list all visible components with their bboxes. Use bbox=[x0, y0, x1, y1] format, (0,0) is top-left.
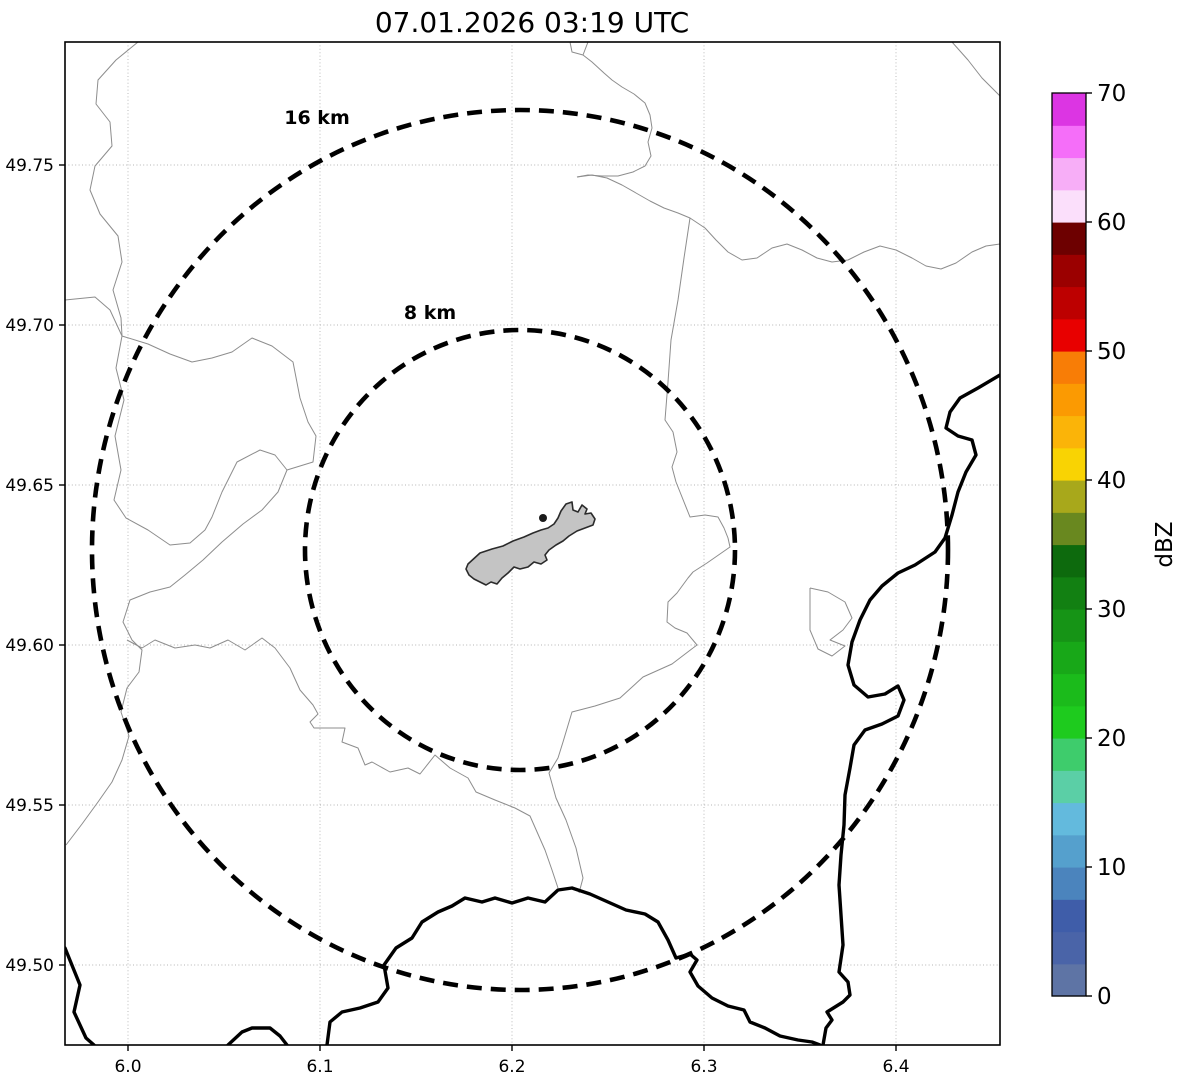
colorbar-segment-35-37.5 bbox=[1052, 512, 1086, 546]
colorbar-segment-47.5-50 bbox=[1052, 351, 1086, 384]
urban-area-polygon bbox=[465, 501, 596, 586]
admin-boundary-line bbox=[113, 335, 288, 546]
range-rings-layer bbox=[89, 107, 951, 993]
colorbar-tick-label-40: 40 bbox=[1097, 468, 1126, 494]
y-tick-label-49.60: 49.60 bbox=[5, 636, 54, 656]
range-ring-label-8km: 8 km bbox=[404, 302, 456, 324]
colorbar: 0 10 20 30 40 50 60 70 dBZ bbox=[1051, 81, 1178, 1010]
colorbar-segment-25-27.5 bbox=[1052, 641, 1086, 675]
admin-boundary-line bbox=[126, 637, 559, 889]
colorbar-segment-50-52.5 bbox=[1052, 318, 1086, 352]
colorbar-segment-65-67.5 bbox=[1052, 125, 1086, 159]
colorbar-segment-42.5-45 bbox=[1052, 415, 1086, 449]
colorbar-segment-57.5-60 bbox=[1052, 222, 1086, 255]
colorbar-segment-60-62.5 bbox=[1052, 189, 1086, 223]
admin-boundary-line bbox=[576, 42, 653, 178]
range-ring-8km bbox=[302, 327, 738, 773]
range-ring-label-16km: 16 km bbox=[284, 107, 350, 129]
colorbar-tick-label-60: 60 bbox=[1097, 210, 1126, 236]
y-tick-label-49.50: 49.50 bbox=[5, 956, 54, 976]
y-tick-label-49.75: 49.75 bbox=[5, 156, 54, 176]
colorbar-tick-label-20: 20 bbox=[1097, 726, 1126, 752]
country-border-line bbox=[226, 1026, 289, 1045]
y-tick-label-49.55: 49.55 bbox=[5, 796, 54, 816]
colorbar-segment-15-17.5 bbox=[1052, 770, 1086, 804]
colorbar-segment-2.5-5 bbox=[1052, 931, 1086, 965]
colorbar-segment-37.5-40 bbox=[1052, 480, 1086, 513]
colorbar-axis-label: dBZ bbox=[1152, 521, 1178, 567]
admin-boundary-line bbox=[664, 217, 731, 649]
x-tick-label-6.4: 6.4 bbox=[882, 1057, 909, 1077]
colorbar-segment-20-22.5 bbox=[1052, 705, 1086, 739]
colorbar-tick-label-50: 50 bbox=[1097, 339, 1126, 365]
colorbar-segment-12.5-15 bbox=[1052, 802, 1086, 836]
range-ring-16km bbox=[89, 107, 951, 993]
colorbar-segment-52.5-55 bbox=[1052, 286, 1086, 320]
country-border-line bbox=[325, 886, 822, 1045]
x-tick-label-6.1: 6.1 bbox=[306, 1057, 333, 1077]
radar-site-marker bbox=[539, 514, 547, 522]
colorbar-segment-55-57.5 bbox=[1052, 254, 1086, 288]
colorbar-segment-40-42.5 bbox=[1052, 447, 1086, 481]
axes-layer: 6.0 6.1 6.2 6.3 6.4 49.75 49.70 49.65 49.60 49.55… bbox=[5, 41, 1001, 1077]
plot-border bbox=[64, 41, 1001, 1046]
colorbar-segment-67.5-70 bbox=[1052, 93, 1086, 126]
x-tick-label-6.2: 6.2 bbox=[498, 1057, 525, 1077]
colorbar-segment-27.5-30 bbox=[1052, 609, 1086, 642]
colorbar-outline bbox=[1051, 92, 1087, 997]
colorbar-tick-label-0: 0 bbox=[1097, 984, 1112, 1010]
y-tick-label-49.65: 49.65 bbox=[5, 476, 54, 496]
x-tick-label-6.0: 6.0 bbox=[114, 1057, 141, 1077]
figure-title: 07.01.2026 03:19 UTC bbox=[375, 6, 689, 39]
colorbar-segment-7.5-10 bbox=[1052, 867, 1086, 900]
country-border-line bbox=[821, 373, 1000, 1045]
y-tick-label-49.70: 49.70 bbox=[5, 316, 54, 336]
admin-boundary-line bbox=[89, 42, 139, 337]
colorbar-segment-32.5-35 bbox=[1052, 544, 1086, 578]
colorbar-segment-0-2.5 bbox=[1052, 963, 1086, 997]
admin-boundary-line bbox=[951, 42, 1000, 97]
colorbar-segment-17.5-20 bbox=[1052, 738, 1086, 771]
colorbar-segment-62.5-65 bbox=[1052, 157, 1086, 191]
admin-boundary-line bbox=[65, 469, 288, 846]
admin-boundary-line bbox=[569, 42, 584, 56]
colorbar-segment-22.5-25 bbox=[1052, 673, 1086, 707]
colorbar-segment-45-47.5 bbox=[1052, 383, 1086, 417]
colorbar-segment-30-32.5 bbox=[1052, 576, 1086, 610]
colorbar-tick-label-70: 70 bbox=[1097, 81, 1126, 107]
x-tick-label-6.3: 6.3 bbox=[690, 1057, 717, 1077]
admin-boundary-line bbox=[121, 335, 317, 471]
range-ring-labels: 16 km 8 km bbox=[284, 107, 456, 324]
country-border-line bbox=[65, 946, 96, 1045]
admin-boundary-line bbox=[809, 587, 853, 657]
colorbar-tick-label-10: 10 bbox=[1097, 855, 1126, 881]
map-layer bbox=[65, 42, 1000, 1045]
admin-boundary-line bbox=[65, 296, 123, 337]
colorbar-segment-10-12.5 bbox=[1052, 834, 1086, 868]
colorbar-tick-label-30: 30 bbox=[1097, 597, 1126, 623]
admin-boundary-line bbox=[548, 647, 694, 894]
colorbar-segment-5-7.5 bbox=[1052, 899, 1086, 933]
admin-boundary-line bbox=[576, 174, 1000, 270]
